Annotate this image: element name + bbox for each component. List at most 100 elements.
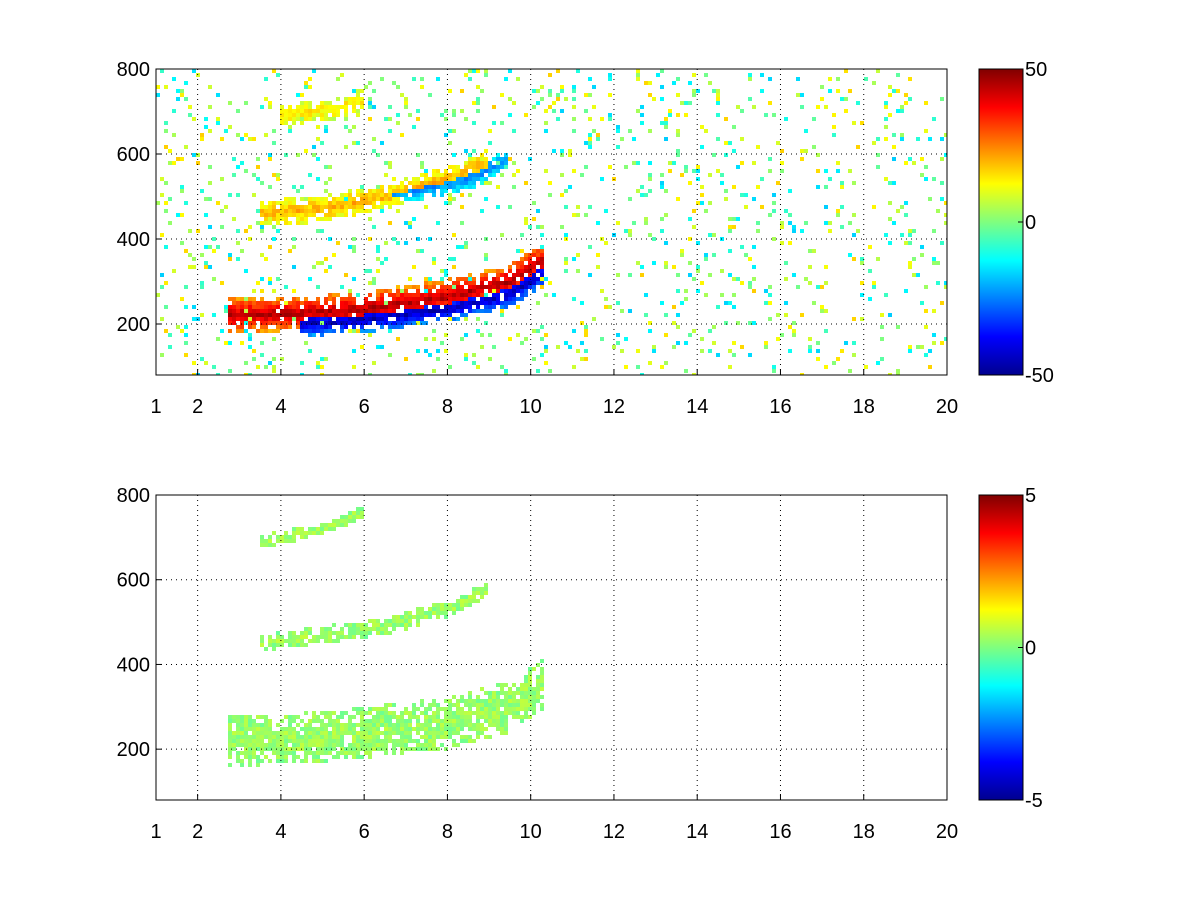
heatmap-cell <box>404 317 408 321</box>
heatmap-cell <box>344 305 348 309</box>
heatmap-cell <box>608 73 612 77</box>
heatmap-cell <box>276 173 280 177</box>
heatmap-cell <box>580 173 584 177</box>
heatmap-cell <box>300 121 304 125</box>
heatmap-cell <box>732 305 736 309</box>
heatmap-cell <box>572 169 576 173</box>
heatmap-cell <box>352 321 356 325</box>
heatmap-cell <box>444 109 448 113</box>
heatmap-cell <box>604 209 608 213</box>
heatmap-cell <box>480 289 484 293</box>
heatmap-cell <box>416 293 420 297</box>
heatmap-cell <box>244 169 248 173</box>
heatmap-cell <box>372 189 376 193</box>
heatmap-cell <box>340 329 344 333</box>
heatmap-cell <box>444 333 448 337</box>
heatmap-cell <box>484 69 488 73</box>
heatmap-cell <box>344 113 348 117</box>
heatmap-cell <box>728 249 732 253</box>
heatmap-cell <box>788 221 792 225</box>
heatmap-cell <box>332 205 336 209</box>
heatmap-cell <box>532 329 536 333</box>
heatmap-cell <box>404 285 408 289</box>
heatmap-cell <box>320 209 324 213</box>
heatmap-cell <box>540 687 544 691</box>
heatmap-cell <box>312 301 316 305</box>
heatmap-cell <box>520 285 524 289</box>
heatmap-cell <box>432 173 436 177</box>
heatmap-cell <box>312 731 316 735</box>
heatmap-cell <box>336 631 340 635</box>
heatmap-cell <box>252 193 256 197</box>
heatmap-cell <box>648 233 652 237</box>
heatmap-cell <box>616 273 620 277</box>
heatmap-cell <box>244 727 248 731</box>
heatmap-cell <box>280 205 284 209</box>
heatmap-cell <box>416 285 420 289</box>
heatmap-cell <box>336 755 340 759</box>
heatmap-cell <box>660 173 664 177</box>
heatmap-cell <box>428 93 432 97</box>
heatmap-cell <box>172 269 176 273</box>
heatmap-cell <box>228 297 232 301</box>
heatmap-cell <box>368 313 372 317</box>
heatmap-cell <box>332 313 336 317</box>
heatmap-cell <box>272 173 276 177</box>
heatmap-cell <box>524 113 528 117</box>
heatmap-cell <box>216 117 220 121</box>
heatmap-cell <box>312 527 316 531</box>
heatmap-cell <box>476 735 480 739</box>
heatmap-cell <box>268 723 272 727</box>
heatmap-cell <box>268 305 272 309</box>
heatmap-cell <box>676 93 680 97</box>
heatmap-cell <box>532 277 536 281</box>
heatmap-cell <box>312 639 316 643</box>
heatmap-cell <box>724 321 728 325</box>
heatmap-cell <box>232 715 236 719</box>
heatmap-cell <box>628 129 632 133</box>
heatmap-cell <box>304 329 308 333</box>
heatmap-cell <box>572 213 576 217</box>
heatmap-cell <box>316 105 320 109</box>
heatmap-cell <box>404 357 408 361</box>
heatmap-cell <box>388 117 392 121</box>
heatmap-cell <box>428 281 432 285</box>
heatmap-cell <box>484 297 488 301</box>
heatmap-cell <box>520 233 524 237</box>
heatmap-cell <box>932 177 936 181</box>
heatmap-cell <box>484 269 488 273</box>
heatmap-cell <box>444 297 448 301</box>
heatmap-cell <box>420 193 424 197</box>
heatmap-cell <box>424 615 428 619</box>
heatmap-cell <box>292 213 296 217</box>
heatmap-cell <box>176 213 180 217</box>
heatmap-cell <box>532 357 536 361</box>
heatmap-cell <box>444 289 448 293</box>
heatmap-cell <box>696 265 700 269</box>
heatmap-cell <box>352 635 356 639</box>
heatmap-cell <box>668 109 672 113</box>
heatmap-cell <box>380 293 384 297</box>
heatmap-cell <box>452 317 456 321</box>
heatmap-cell <box>160 273 164 277</box>
bottom-colorbar-gradient <box>978 494 1024 801</box>
heatmap-cell <box>352 631 356 635</box>
heatmap-cell <box>412 715 416 719</box>
heatmap-cell <box>260 643 264 647</box>
heatmap-cell <box>676 197 680 201</box>
heatmap-cell <box>364 85 368 89</box>
heatmap-cell <box>504 707 508 711</box>
heatmap-cell <box>580 301 584 305</box>
heatmap-cell <box>564 233 568 237</box>
heatmap-cell <box>352 743 356 747</box>
heatmap-cell <box>296 301 300 305</box>
heatmap-cell <box>456 723 460 727</box>
heatmap-cell <box>348 743 352 747</box>
heatmap-cell <box>400 193 404 197</box>
heatmap-cell <box>160 193 164 197</box>
heatmap-cell <box>396 305 400 309</box>
heatmap-cell <box>340 743 344 747</box>
heatmap-cell <box>284 221 288 225</box>
heatmap-cell <box>416 301 420 305</box>
heatmap-cell <box>384 313 388 317</box>
